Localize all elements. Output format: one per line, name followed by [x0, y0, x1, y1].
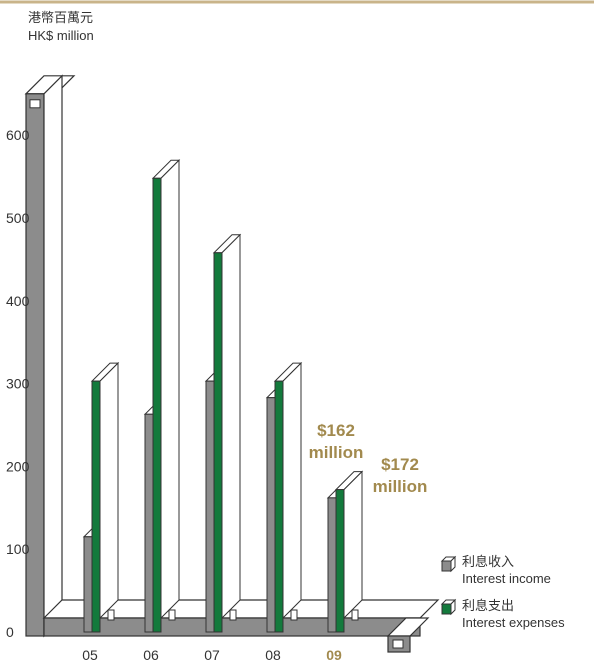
bar-foot-curl — [290, 609, 298, 621]
bar-expenses-08-front — [274, 380, 284, 633]
x-tick-label: 08 — [265, 647, 281, 662]
legend: 利息收入 Interest income 利息支出 Interest expen… — [440, 554, 565, 630]
bar-expenses-08 — [273, 361, 303, 633]
bar-expenses-05-front — [91, 380, 101, 633]
bar-expenses-09-front — [335, 489, 345, 633]
legend-income-swatch — [440, 555, 457, 573]
bar-expenses-05 — [90, 361, 120, 633]
bar-expenses-06-side — [160, 159, 180, 620]
bar-income-07-front — [205, 380, 215, 633]
unit-label-zh: 港幣百萬元 — [28, 10, 93, 25]
y-tick-label: 0 — [6, 624, 14, 640]
bar-expenses-07-front — [213, 252, 223, 633]
bar-expenses-09-side — [343, 470, 363, 620]
y-tick-label: 100 — [6, 541, 30, 557]
y-axis-side — [43, 74, 63, 638]
bar-expenses-06 — [151, 159, 181, 633]
bar-expenses-06-front — [152, 177, 162, 633]
annotation-expenses-unit: million — [373, 477, 428, 496]
bars — [82, 159, 364, 633]
legend-expenses-swatch — [440, 598, 457, 616]
legend-income-label-zh: 利息收入 — [462, 554, 514, 569]
x-tick-label: 06 — [143, 647, 159, 662]
y-tick-label: 300 — [6, 376, 30, 392]
legend-swatch-front — [441, 560, 452, 572]
annotation-income-unit: million — [309, 443, 364, 462]
bar-income-08-front — [266, 397, 276, 633]
x-tick-label: 05 — [82, 647, 98, 662]
bar-foot-curl — [168, 609, 176, 621]
bar-expenses-07-side — [221, 233, 241, 620]
annotations: $162 million $172 million — [309, 421, 428, 496]
bar-foot-curl — [351, 609, 359, 621]
x-tick-label: 07 — [204, 647, 220, 662]
y-tick-label: 600 — [6, 127, 30, 143]
y-tick-label: 500 — [6, 210, 30, 226]
y-tick-label: 400 — [6, 293, 30, 309]
bar-expenses-07 — [212, 233, 242, 633]
x-axis-end-curl — [392, 639, 404, 649]
x-tick-label: 09 — [326, 647, 342, 662]
y-axis-curl — [29, 99, 41, 109]
legend-swatch-front — [441, 603, 452, 615]
bar-expenses-08-side — [282, 361, 302, 620]
bar-income-09-front — [327, 497, 337, 633]
legend-expenses-label-zh: 利息支出 — [462, 598, 514, 613]
x-axis-labels: 05 06 07 08 09 — [82, 647, 342, 662]
unit-label-en: HK$ million — [28, 28, 94, 43]
y-axis-ticks: 0 100 200 300 400 500 600 — [6, 127, 30, 640]
bar-expenses-05-side — [99, 361, 119, 620]
bar-income-05-front — [83, 536, 93, 633]
annotation-expenses-value: $172 — [381, 455, 419, 474]
bar-income-06-front — [144, 413, 154, 633]
legend-income-label-en: Interest income — [462, 571, 551, 586]
y-tick-label: 200 — [6, 458, 30, 474]
legend-expenses-label-en: Interest expenses — [462, 615, 565, 630]
bar-foot-curl — [107, 609, 115, 621]
bar-foot-curl — [229, 609, 237, 621]
bar-expenses-09 — [334, 470, 364, 633]
annotation-income-value: $162 — [317, 421, 355, 440]
